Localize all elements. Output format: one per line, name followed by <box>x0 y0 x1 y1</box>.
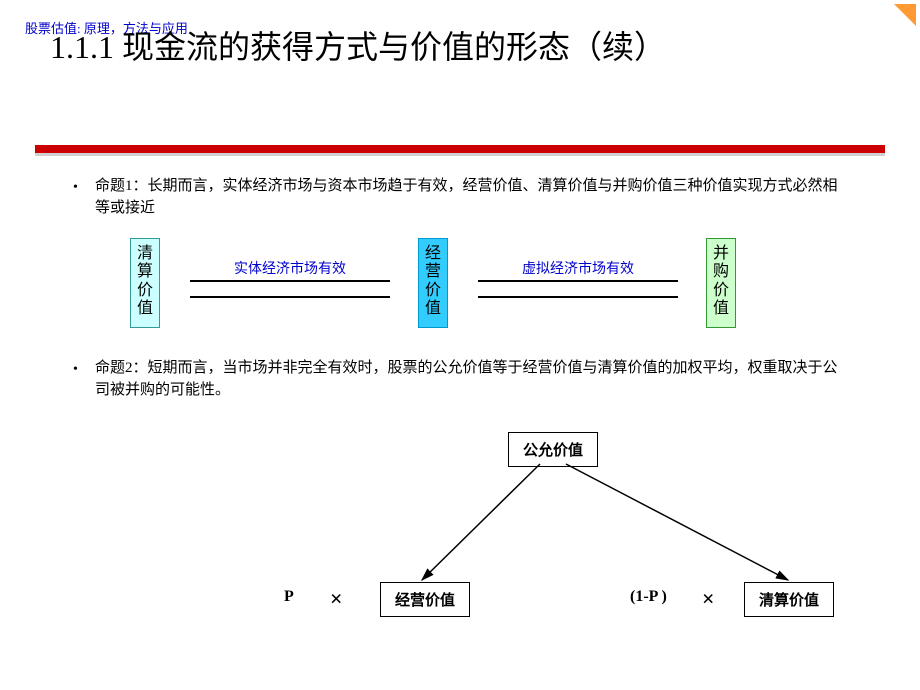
symbol-times-2: × <box>702 586 715 612</box>
bullet-dot: • <box>73 178 78 198</box>
label-p: P <box>284 588 294 606</box>
connector-line-left-1 <box>190 280 390 282</box>
bullet-dot: • <box>73 360 78 380</box>
label-one-minus-p: (1-P ) <box>630 588 667 606</box>
bullet-2: • 命题2：短期而言，当市场并非完全有效时，股票的公允价值等于经营价值与清算价值… <box>95 358 840 402</box>
box-operating-value-2: 经营价值 <box>380 582 470 617</box>
slide-title: 1.1.1 现金流的获得方式与价值的形态（续） <box>50 25 850 70</box>
connector-label-right: 虚拟经济市场有效 <box>478 258 678 278</box>
box-acquisition-value: 并购价值 <box>706 238 736 328</box>
connector-line-left-2 <box>190 296 390 298</box>
box-fair-value: 公允价值 <box>508 432 598 467</box>
connector-line-right-1 <box>478 280 678 282</box>
box-operating-value: 经营价值 <box>418 238 448 328</box>
connector-label-left: 实体经济市场有效 <box>190 258 390 278</box>
symbol-times-1: × <box>330 586 343 612</box>
title-rule <box>35 145 885 153</box>
bullet-1: • 命题1：长期而言，实体经济市场与资本市场趋于有效，经营价值、清算价值与并购价… <box>95 176 840 220</box>
box-liquidation-value-2: 清算价值 <box>744 582 834 617</box>
connector-line-right-2 <box>478 296 678 298</box>
bullet-2-text: 命题2：短期而言，当市场并非完全有效时，股票的公允价值等于经营价值与清算价值的加… <box>95 360 838 398</box>
slide-corner-fold <box>894 4 916 26</box>
box-liquidation-value: 清算价值 <box>130 238 160 328</box>
bullet-1-text: 命题1：长期而言，实体经济市场与资本市场趋于有效，经营价值、清算价值与并购价值三… <box>95 178 838 216</box>
